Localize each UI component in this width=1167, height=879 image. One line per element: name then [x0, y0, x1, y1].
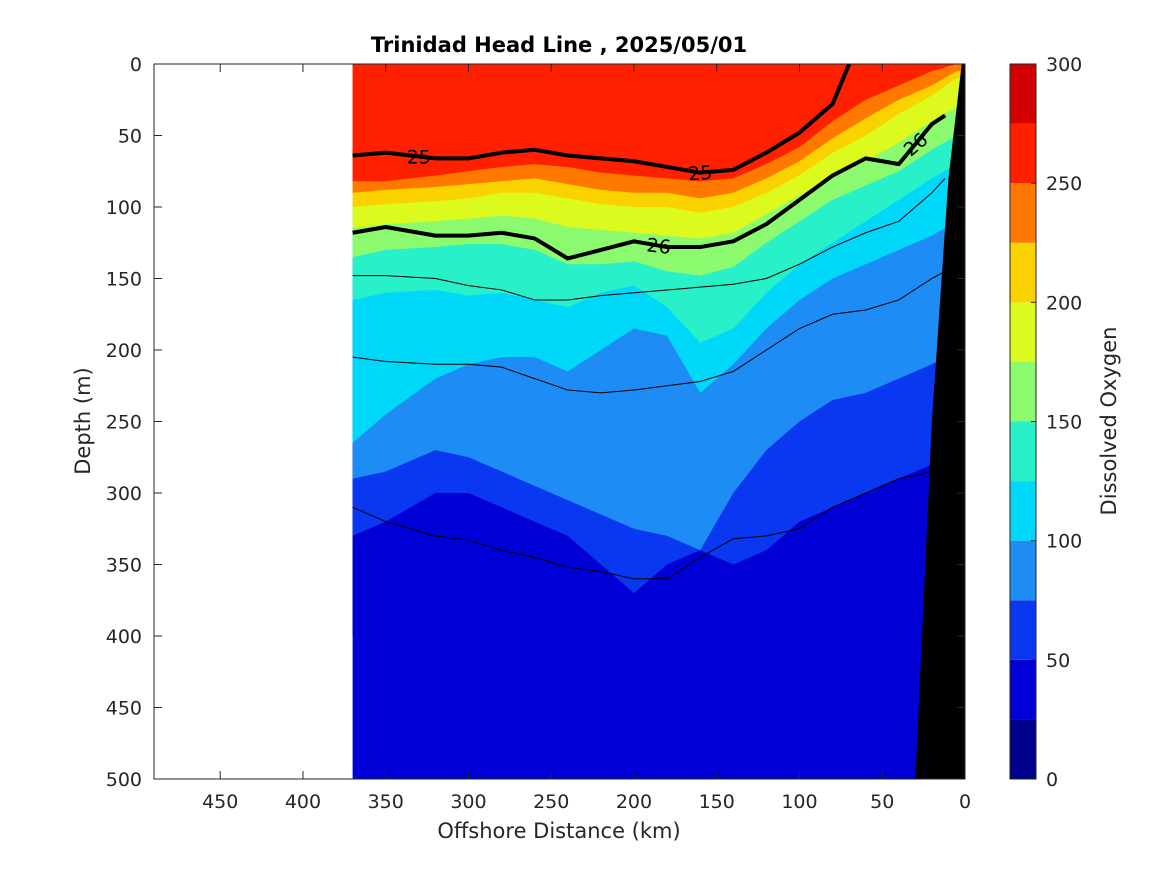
colorbar-swatch: [1010, 600, 1036, 660]
density-contour-line: [352, 178, 946, 301]
x-tick-label: 400: [285, 791, 321, 813]
colorbar-swatch: [1010, 123, 1036, 184]
y-tick-label: 300: [106, 483, 142, 505]
colorbar-tick-label: 150: [1046, 412, 1082, 434]
contour-label-group: 25: [687, 162, 713, 186]
colorbar: 0 50 100 150 200 250 300: [1009, 54, 1082, 791]
contour-label: 25: [687, 162, 713, 186]
colorbar-swatch: [1010, 540, 1036, 601]
bottom-topography: [915, 64, 965, 779]
colorbar-swatch: [1010, 421, 1036, 482]
colorbar-swatch: [1010, 242, 1036, 303]
chart-title: Trinidad Head Line , 2025/05/01: [371, 33, 747, 57]
contour-label-group: 25: [407, 146, 431, 168]
density-contour-line: [352, 471, 946, 580]
y-tick-label: 150: [106, 269, 142, 291]
colorbar-tick-label: 200: [1046, 292, 1082, 314]
seafloor-shape: [915, 64, 965, 779]
y-tick-label: 350: [106, 555, 142, 577]
y-tick-label: 400: [106, 626, 142, 648]
y-tick-label: 200: [106, 340, 142, 362]
colorbar-swatch: [1010, 659, 1036, 720]
density-contour-line: [352, 270, 946, 394]
colorbar-swatch: [1010, 183, 1036, 243]
colorbar-tick-label: 100: [1046, 531, 1082, 553]
x-tick-label: 100: [781, 791, 817, 813]
colorbar-tick-label: 250: [1046, 173, 1082, 195]
colorbar-swatch: [1010, 302, 1036, 362]
axes: 450 400 350 300 250 200 150 100 50 00501001502002…: [106, 54, 971, 813]
y-axis-label: Depth (m): [71, 367, 95, 474]
density-contour-line: [352, 113, 947, 261]
x-tick-label: 200: [616, 791, 652, 813]
colorbar-tick-label: 300: [1046, 54, 1082, 76]
contour-label: 25: [407, 146, 431, 168]
density-contour-line: [352, 64, 851, 175]
y-tick-label: 100: [106, 197, 142, 219]
x-tick-label: 50: [870, 791, 894, 813]
y-tick-label: 250: [106, 412, 142, 434]
y-tick-label: 50: [118, 126, 142, 148]
colorbar-swatch: [1010, 481, 1036, 541]
oxygen-fills: [352, 64, 965, 779]
contour-label-group: 26: [646, 234, 672, 258]
x-axis-label: Offshore Distance (km): [437, 819, 680, 843]
y-tick-label: 0: [130, 54, 142, 76]
colorbar-label: Dissolved Oxygen: [1097, 327, 1121, 516]
x-tick-label: 350: [368, 791, 404, 813]
x-tick-label: 450: [202, 791, 238, 813]
y-tick-label: 450: [106, 698, 142, 720]
y-tick-label: 500: [106, 769, 142, 791]
x-tick-label: 0: [959, 791, 971, 813]
x-tick-label: 150: [699, 791, 735, 813]
colorbar-swatch: [1010, 64, 1036, 124]
colorbar-tick-label: 50: [1046, 650, 1070, 672]
x-tick-label: 250: [533, 791, 569, 813]
colorbar-swatch: [1010, 361, 1036, 422]
colorbar-swatch: [1010, 719, 1036, 779]
colorbar-tick-label: 0: [1046, 769, 1058, 791]
contour-label: 26: [646, 234, 672, 258]
x-tick-label: 300: [450, 791, 486, 813]
